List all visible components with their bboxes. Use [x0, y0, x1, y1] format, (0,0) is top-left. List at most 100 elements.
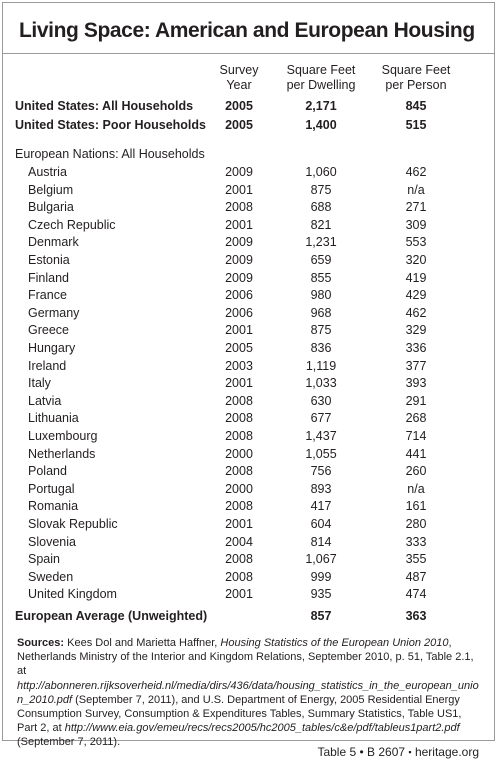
cell-value: 2,171 [305, 99, 337, 113]
column-header: per Dwelling [286, 78, 356, 92]
cell-value: 441 [405, 446, 427, 461]
cell-value: 333 [405, 534, 427, 549]
cell-value: 363 [405, 609, 427, 623]
row-label: Austria [28, 165, 67, 179]
cell-value: 659 [310, 253, 332, 267]
cell-value: 268 [405, 411, 427, 426]
site: heritage.org [414, 745, 479, 759]
source-link: http://www.eia.gov/emeu/recs/recs2005/hc… [64, 722, 460, 735]
table-id: Table 5 • B 2607 [317, 745, 406, 759]
row-label: United States: All Households [15, 99, 194, 113]
row-label: Italy [28, 376, 51, 391]
row-label: Poland [28, 464, 67, 479]
row-label: Greece [28, 323, 69, 338]
cell-value: 2004 [225, 534, 253, 549]
title: Living Space: American and European Hous… [19, 19, 475, 42]
cell-value: 462 [405, 165, 427, 179]
cell-value: n/a [407, 182, 425, 197]
cell-value: 604 [310, 517, 332, 531]
cell-value: 2005 [225, 341, 253, 355]
source-text: , Netherlands Ministry of the Interior a… [17, 637, 474, 678]
row-label: Ireland [28, 358, 67, 373]
cell-value: 2000 [225, 481, 253, 496]
cell-value: 2009 [225, 165, 253, 179]
separator: ▪ [408, 747, 412, 757]
row-label: France [28, 288, 67, 303]
source-text: Kees Dol and Marietta Haffner, [64, 637, 221, 649]
cell-value: 2008 [225, 411, 253, 426]
row-label: Germany [28, 305, 80, 320]
row-label: Portugal [28, 481, 75, 496]
cell-value: 2006 [225, 288, 253, 303]
row-label: Czech Republic [28, 217, 116, 232]
row-label: Denmark [28, 235, 79, 250]
row-label: Slovenia [28, 534, 76, 549]
cell-value: 419 [405, 270, 427, 285]
row-label: Slovak Republic [28, 517, 118, 531]
cell-value: 2003 [225, 358, 253, 373]
cell-value: 2001 [225, 323, 253, 338]
cell-value: 688 [310, 200, 332, 215]
cell-value: 2008 [225, 499, 253, 514]
cell-value: 855 [310, 270, 332, 285]
cell-value: 291 [405, 393, 427, 408]
row-label: Luxembourg [28, 429, 98, 443]
cell-value: 393 [405, 376, 427, 391]
cell-value: 756 [310, 464, 332, 479]
cell-value: 1,231 [305, 235, 337, 250]
cell-value: 2009 [225, 270, 253, 285]
source-text: Housing Statistics of the European Union… [220, 637, 449, 649]
column-header: per Person [385, 78, 447, 92]
row-label: Spain [28, 552, 60, 567]
cell-value: 462 [405, 305, 427, 320]
cell-value: 417 [310, 499, 332, 514]
cell-value: 821 [310, 217, 332, 232]
cell-value: n/a [407, 481, 425, 496]
cell-value: 875 [310, 182, 332, 197]
cell-value: 429 [405, 288, 427, 303]
source-link: http://abonneren.rijksoverheid.nl/media/… [17, 679, 479, 706]
row-label: Finland [28, 270, 69, 285]
source-text: (September 7, 2011). [17, 736, 121, 749]
sources: Sources: Kees Dol and Marietta Haffner, … [17, 636, 483, 750]
cell-value: 2008 [225, 393, 253, 408]
cell-value: 935 [310, 587, 332, 602]
cell-value: 2001 [225, 376, 253, 391]
row-label: United Kingdom [28, 587, 117, 602]
cell-value: 1,067 [305, 552, 337, 567]
cell-value: 893 [310, 481, 332, 496]
cell-value: 980 [310, 288, 332, 303]
row-label: Romania [28, 499, 79, 514]
cell-value: 845 [405, 99, 427, 113]
cell-value: 2001 [225, 182, 253, 197]
source-text: (September 7, 2011), and U.S. Department… [17, 693, 462, 735]
column-header: Year [226, 78, 252, 92]
cell-value: 999 [310, 569, 332, 584]
cell-value: 1,060 [305, 165, 337, 179]
column-header: Square Feet [286, 63, 356, 77]
row-label: European Average (Unweighted) [15, 609, 208, 623]
section-label: European Nations: All Households [15, 147, 205, 161]
cell-value: 377 [405, 358, 427, 373]
cell-value: 474 [405, 587, 427, 602]
cell-value: 2008 [225, 464, 253, 479]
cell-value: 260 [405, 464, 427, 479]
cell-value: 553 [405, 235, 427, 250]
cell-value: 2006 [225, 305, 253, 320]
cell-value: 814 [310, 534, 332, 549]
column-header: Square Feet [381, 63, 451, 77]
cell-value: 336 [405, 341, 427, 355]
cell-value: 1,055 [305, 446, 337, 461]
cell-value: 836 [310, 341, 332, 355]
cell-value: 2008 [225, 569, 253, 584]
cell-value: 1,400 [305, 118, 337, 132]
divider [3, 53, 494, 54]
cell-value: 280 [405, 517, 427, 531]
row-label: Estonia [28, 253, 70, 267]
cell-value: 2001 [225, 217, 253, 232]
row-label: Belgium [28, 182, 74, 197]
table-frame: Living Space: American and European Hous… [2, 2, 495, 748]
cell-value: 2000 [225, 446, 253, 461]
cell-value: 857 [310, 609, 332, 623]
